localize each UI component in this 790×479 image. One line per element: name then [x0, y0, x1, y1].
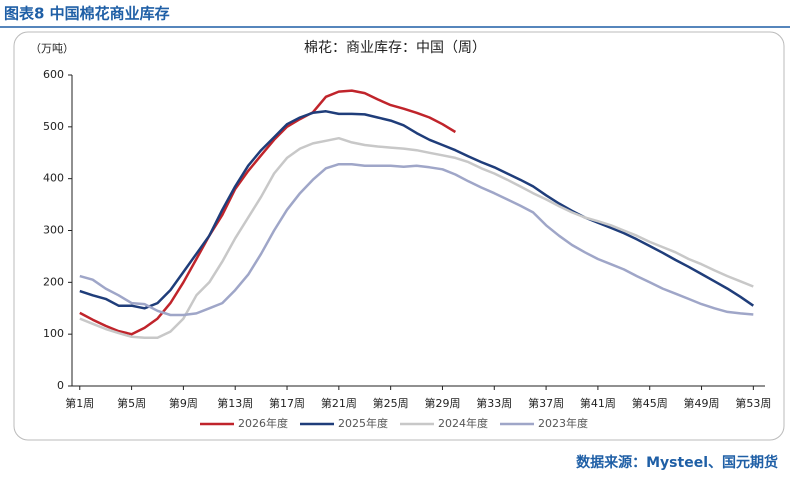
y-axis-label: （万吨）: [30, 42, 74, 55]
x-tick-label: 第41周: [580, 396, 616, 410]
series-line: [79, 110, 755, 310]
y-tick-label: 100: [43, 327, 64, 340]
x-tick-label: 第37周: [528, 396, 564, 410]
x-tick-label: 第25周: [373, 396, 409, 410]
source: 数据来源：Mysteel、国元期货: [576, 454, 778, 471]
y-tick-label: 0: [57, 379, 64, 392]
x-tick-label: 第21周: [321, 396, 357, 410]
x-tick-label: 第1周: [65, 396, 94, 410]
legend-label: 2026年度: [238, 416, 288, 430]
chart-title: 棉花：商业库存：中国（周）: [304, 39, 486, 56]
series-line: [79, 136, 754, 340]
legend-label: 2024年度: [438, 416, 488, 430]
x-tick-label: 第45周: [632, 396, 668, 410]
y-tick-label: 300: [43, 224, 64, 237]
series-line: [79, 89, 457, 336]
x-tick-label: 第33周: [476, 396, 512, 410]
series-line: [79, 162, 754, 317]
x-tick-label: 第49周: [684, 396, 720, 410]
x-tick-label: 第17周: [269, 396, 305, 410]
y-tick-label: 600: [43, 68, 64, 81]
legend-label: 2023年度: [538, 416, 588, 430]
x-tick-label: 第13周: [217, 396, 253, 410]
y-tick-label: 200: [43, 275, 64, 288]
x-tick-label: 第29周: [424, 396, 460, 410]
legend-label: 2025年度: [338, 416, 388, 430]
y-tick-label: 500: [43, 120, 64, 133]
x-tick-label: 第53周: [735, 396, 771, 410]
page-header: 图表8 中国棉花商业库存: [4, 5, 170, 23]
y-tick-label: 400: [43, 172, 64, 185]
x-tick-label: 第9周: [169, 396, 198, 410]
frame: [13, 31, 785, 441]
x-tick-label: 第5周: [117, 396, 146, 410]
